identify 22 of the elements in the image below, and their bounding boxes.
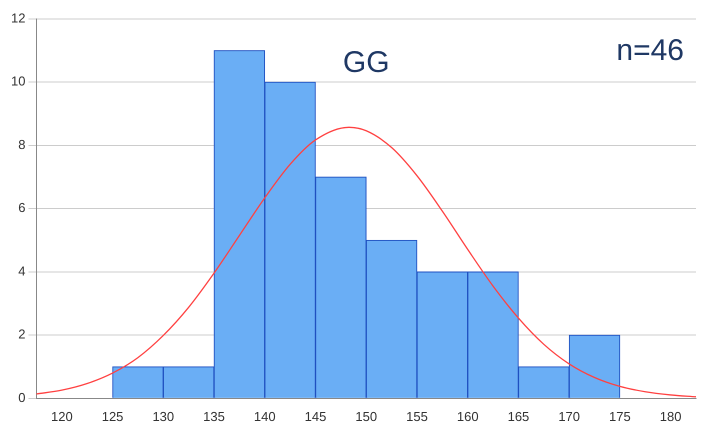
x-tick-label: 130 xyxy=(152,408,174,424)
y-tick-label: 8 xyxy=(18,136,26,152)
x-tick-label: 175 xyxy=(609,408,631,424)
y-tick-label: 2 xyxy=(18,326,26,342)
y-tick-label: 4 xyxy=(18,263,26,278)
y-tick-label: 0 xyxy=(18,390,26,405)
x-tick-label: 135 xyxy=(203,408,225,424)
x-tick-label: 150 xyxy=(355,408,378,424)
x-tick-label: 160 xyxy=(456,408,479,424)
x-tick-label: 140 xyxy=(254,408,276,424)
y-tick-label: 12 xyxy=(10,10,26,26)
x-tick-label: 155 xyxy=(406,408,428,424)
x-tick-label: 120 xyxy=(50,408,73,424)
text: GG xyxy=(342,46,390,80)
x-tick-label: 170 xyxy=(558,408,580,424)
x-tick-label: 180 xyxy=(660,408,682,424)
x-tick-label: 125 xyxy=(102,408,124,424)
y-tick-label: 6 xyxy=(18,200,26,216)
x-tick-label: 165 xyxy=(508,408,530,424)
annotation: n=46 xyxy=(616,34,684,68)
x-tick-label: 145 xyxy=(304,408,326,424)
y-tick-label: 10 xyxy=(10,74,26,89)
